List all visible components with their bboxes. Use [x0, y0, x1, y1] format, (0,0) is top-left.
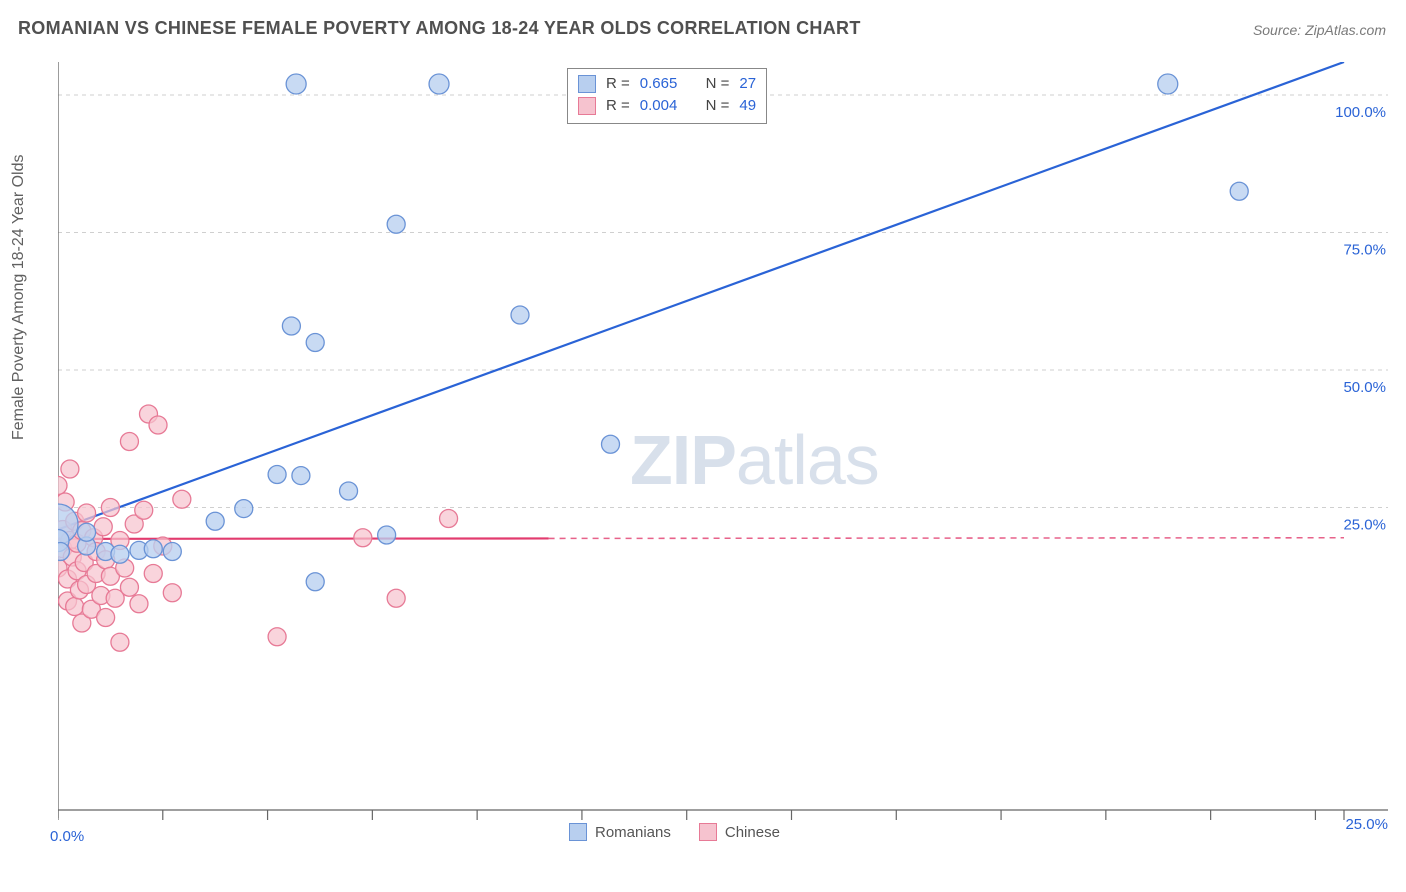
x-axis-max-label: 25.0%	[1345, 816, 1388, 833]
legend-item: Chinese	[699, 823, 780, 841]
stat-n-label: N =	[706, 95, 730, 117]
legend-swatch	[699, 823, 717, 841]
legend-label: Romanians	[595, 824, 671, 841]
stats-row: R = 0.665 N = 27	[578, 73, 756, 95]
stat-n-value: 49	[739, 95, 756, 117]
stat-n-value: 27	[739, 73, 756, 95]
stat-n-label: N =	[706, 73, 730, 95]
stat-r-label: R =	[606, 73, 630, 95]
svg-text:75.0%: 75.0%	[1343, 242, 1386, 259]
svg-text:25.0%: 25.0%	[1343, 517, 1386, 534]
legend-swatch	[569, 823, 587, 841]
legend-label: Chinese	[725, 824, 780, 841]
chart-title: ROMANIAN VS CHINESE FEMALE POVERTY AMONG…	[18, 18, 861, 39]
plot-svg: 25.0% 50.0% 75.0% 100.0%	[58, 62, 1388, 822]
x-axis-min-label: 0.0%	[50, 828, 84, 845]
stat-r-label: R =	[606, 95, 630, 117]
scatter-plot: 25.0% 50.0% 75.0% 100.0%	[58, 62, 1388, 822]
series-swatch	[578, 97, 596, 115]
stats-row: R = 0.004 N = 49	[578, 95, 756, 117]
stat-r-value: 0.665	[640, 73, 678, 95]
svg-text:50.0%: 50.0%	[1343, 379, 1386, 396]
correlation-stats-box: R = 0.665 N = 27R = 0.004 N = 49	[567, 68, 767, 124]
series-swatch	[578, 75, 596, 93]
source-label: Source: ZipAtlas.com	[1253, 22, 1386, 38]
svg-text:100.0%: 100.0%	[1335, 104, 1386, 121]
stat-r-value: 0.004	[640, 95, 678, 117]
legend: Romanians Chinese	[569, 823, 780, 841]
legend-item: Romanians	[569, 823, 671, 841]
y-axis-label: Female Poverty Among 18-24 Year Olds	[10, 155, 28, 441]
